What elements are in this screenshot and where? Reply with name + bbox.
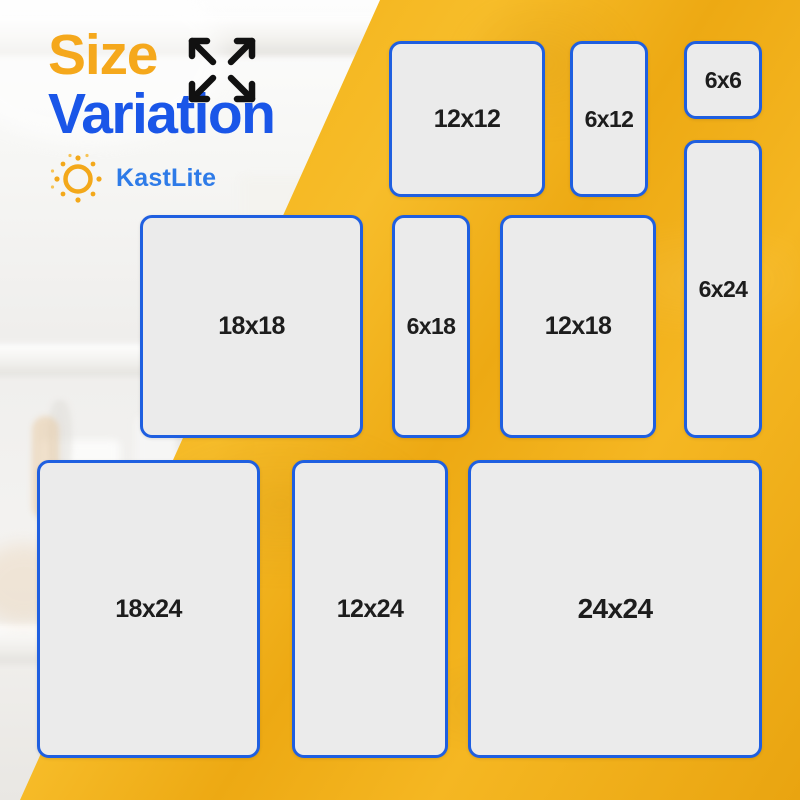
size-box-12x18[interactable]: 12x18 — [500, 215, 656, 438]
sun-icon — [50, 153, 106, 205]
size-box-label: 6x24 — [698, 275, 748, 302]
header-block: Size Variation — [48, 23, 276, 205]
size-box-18x18[interactable]: 18x18 — [140, 215, 363, 438]
page-title-line1: Size — [48, 23, 158, 87]
size-box-label: 6x6 — [704, 66, 742, 93]
size-box-label: 6x18 — [406, 313, 456, 339]
size-box-24x24[interactable]: 24x24 — [468, 460, 762, 758]
size-box-label: 18x24 — [115, 594, 182, 623]
size-box-6x24[interactable]: 6x24 — [684, 140, 762, 438]
size-box-6x6[interactable]: 6x6 — [684, 41, 762, 119]
size-box-label: 12x18 — [544, 312, 612, 340]
size-box-label: 12x24 — [336, 594, 404, 623]
size-box-label: 24x24 — [577, 593, 653, 624]
size-box-label: 6x12 — [584, 105, 634, 132]
size-box-6x12[interactable]: 6x12 — [570, 41, 648, 197]
expand-arrows-icon — [185, 34, 259, 106]
size-box-18x24[interactable]: 18x24 — [37, 460, 260, 758]
size-box-6x18[interactable]: 6x18 — [392, 215, 470, 438]
brand-lockup: KastLite — [50, 153, 274, 205]
brand-name: KastLite — [116, 164, 217, 193]
size-box-12x12[interactable]: 12x12 — [389, 41, 545, 197]
size-box-label: 18x18 — [218, 312, 285, 340]
size-box-label: 12x12 — [433, 104, 501, 133]
size-box-12x24[interactable]: 12x24 — [292, 460, 448, 758]
page-title-line2: Variation — [48, 81, 276, 146]
